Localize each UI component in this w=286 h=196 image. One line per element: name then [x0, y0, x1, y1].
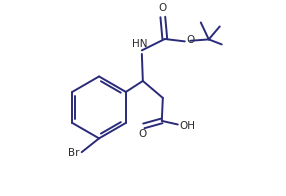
- Text: Br: Br: [68, 148, 80, 158]
- Text: O: O: [138, 130, 146, 140]
- Text: O: O: [187, 35, 195, 45]
- Text: OH: OH: [180, 121, 196, 131]
- Text: HN: HN: [132, 39, 148, 49]
- Text: O: O: [159, 3, 167, 13]
